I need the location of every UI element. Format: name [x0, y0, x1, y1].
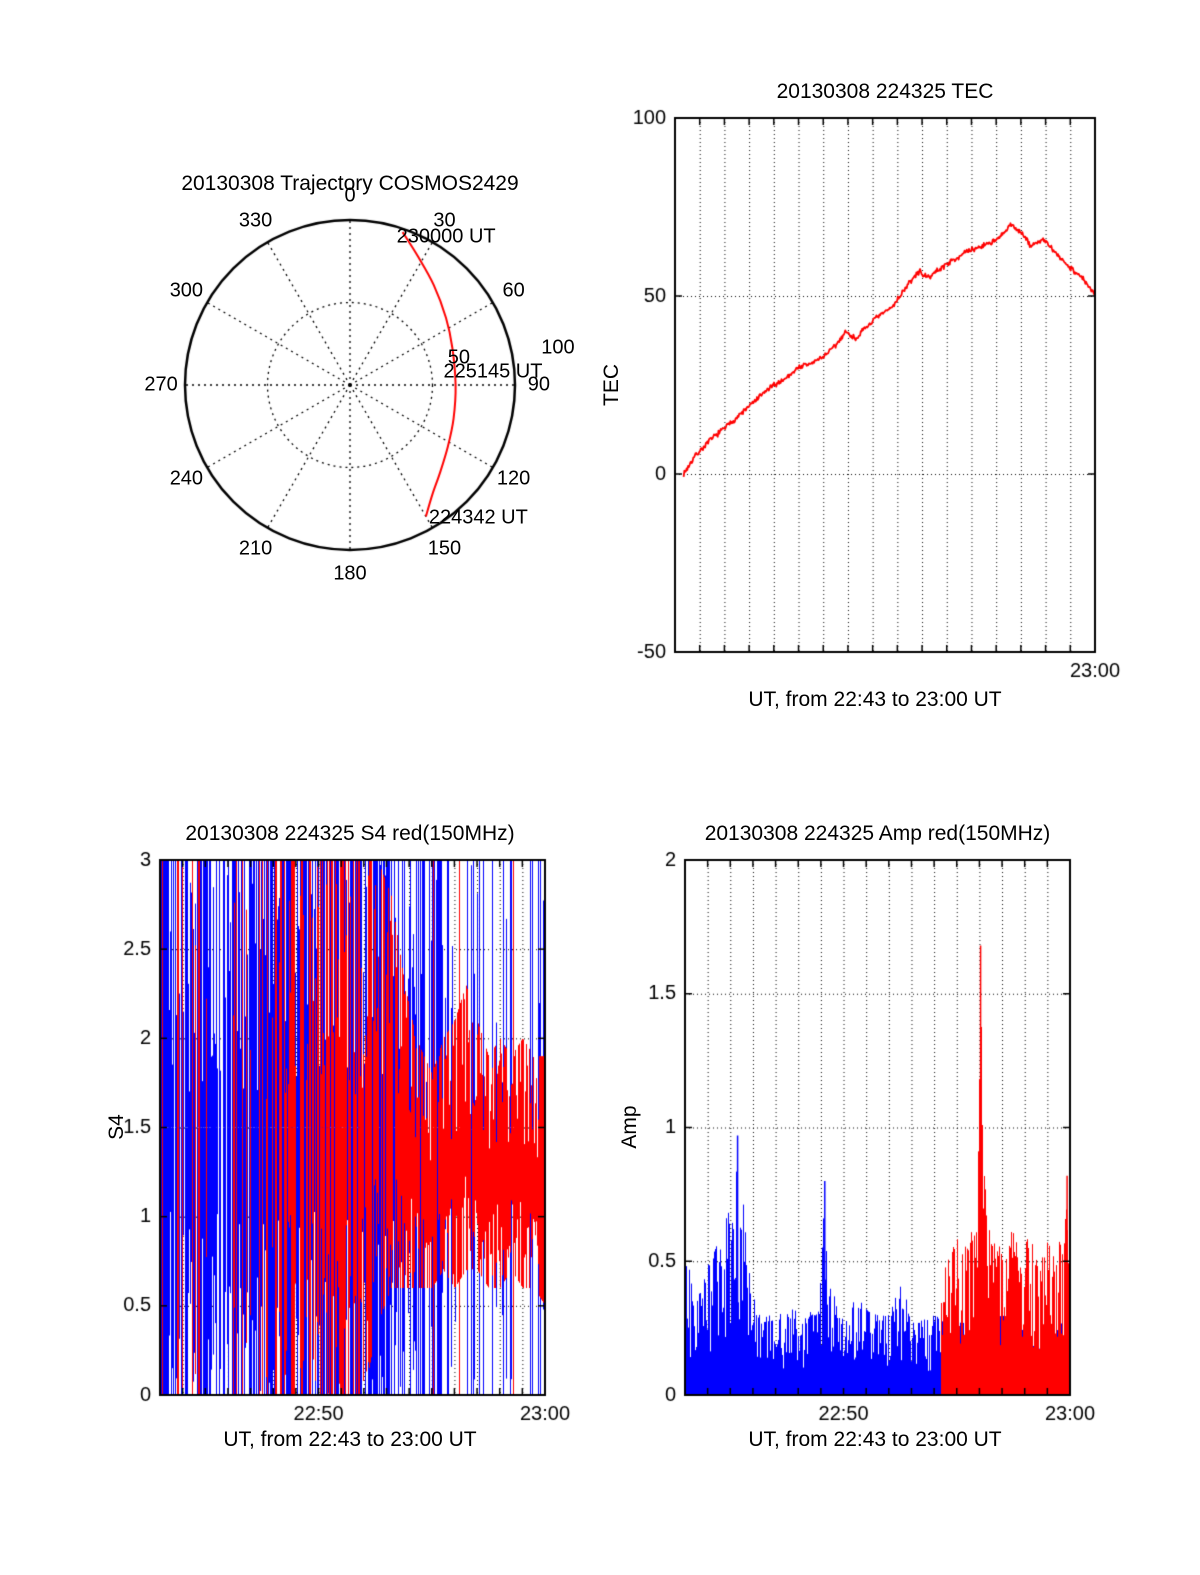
- amp-title: 20130308 224325 Amp red(150MHz): [704, 822, 1051, 845]
- tec-title: 20130308 224325 TEC: [776, 80, 994, 103]
- azimuth-label-330: 330: [238, 209, 273, 232]
- tec-x-axis-label: UT, from 22:43 to 23:00 UT: [748, 688, 1002, 711]
- azimuth-label-90: 90: [527, 373, 551, 396]
- amp-x-axis-label: UT, from 22:43 to 23:00 UT: [748, 1428, 1002, 1451]
- azimuth-label-0: 0: [344, 184, 356, 207]
- azimuth-label-270: 270: [144, 373, 178, 396]
- trajectory-title: 20130308 Trajectory COSMOS2429: [181, 172, 519, 195]
- azimuth-label-30: 30: [433, 209, 456, 232]
- track-annotation-0: 230000 UT: [396, 225, 496, 248]
- s4-title: 20130308 224325 S4 red(150MHz): [185, 822, 515, 845]
- azimuth-label-180: 180: [333, 562, 367, 585]
- azimuth-label-240: 240: [169, 467, 204, 490]
- azimuth-label-120: 120: [496, 467, 531, 490]
- track-annotation-1: 225145 UT: [443, 360, 543, 383]
- s4-y-axis-label: S4: [105, 1114, 128, 1140]
- track-annotation-2: 224342 UT: [428, 506, 528, 529]
- amp-y-axis-label: Amp: [618, 1105, 641, 1149]
- azimuth-label-150: 150: [427, 537, 462, 560]
- azimuth-label-60: 60: [502, 279, 525, 302]
- s4-x-axis-label: UT, from 22:43 to 23:00 UT: [223, 1428, 477, 1451]
- tec-y-axis-label: TEC: [600, 364, 623, 406]
- azimuth-label-300: 300: [169, 279, 204, 302]
- radial-axis-label-50: 50: [447, 346, 470, 369]
- azimuth-label-210: 210: [238, 537, 273, 560]
- radial-axis-label-100: 100: [541, 336, 575, 359]
